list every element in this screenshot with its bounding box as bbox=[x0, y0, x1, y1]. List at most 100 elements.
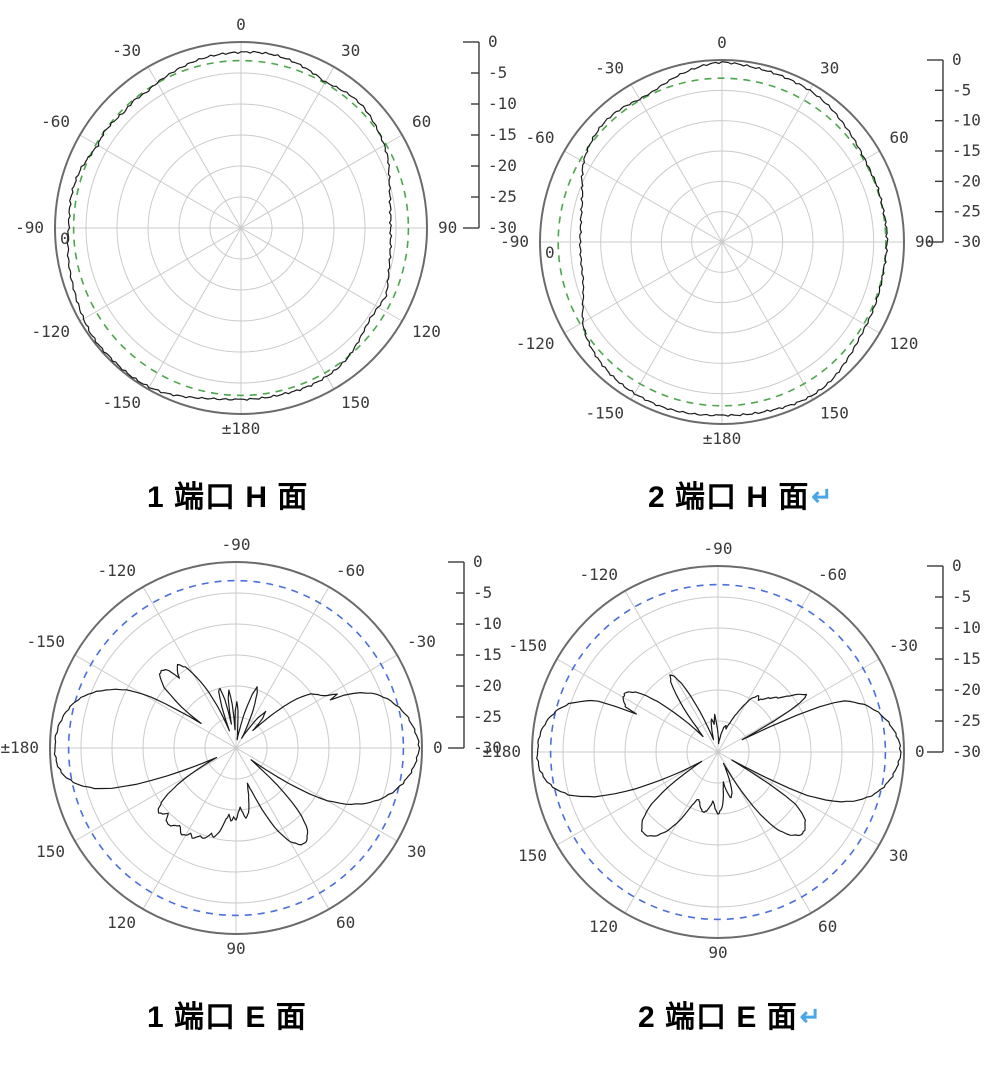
scale-tick-label: -5 bbox=[488, 63, 507, 82]
caption-port1-h-plane: 1 端口 H 面 bbox=[147, 472, 310, 516]
caption-text: 1 端口 H 面 bbox=[147, 481, 309, 514]
scale-tick-label: -25 bbox=[473, 707, 502, 726]
caption-port2-e-plane: 2 端口 E 面↵ bbox=[638, 992, 822, 1036]
angle-tick-label: 0 bbox=[433, 738, 443, 757]
caption-port1-e-plane: 1 端口 E 面 bbox=[147, 992, 309, 1036]
scale-tick-label: -15 bbox=[952, 141, 981, 160]
angle-tick-label: ±180 bbox=[482, 742, 521, 761]
angle-tick-label: 120 bbox=[589, 917, 618, 936]
radial-scale-bar: 0 -5 -10 -15 -20 -25 -30 bbox=[927, 556, 981, 761]
scale-tick-label: -10 bbox=[473, 614, 502, 633]
angle-tick-label: -30 bbox=[595, 58, 624, 77]
angle-tick-label: 30 bbox=[341, 41, 360, 60]
angle-tick-label: 150 bbox=[36, 842, 65, 861]
scale-tick-label: 0 bbox=[952, 556, 962, 575]
scale-tick-label: -30 bbox=[488, 218, 517, 237]
outer-ring bbox=[539, 59, 905, 425]
angle-tick-label: -60 bbox=[818, 565, 847, 584]
angle-tick-label: -120 bbox=[579, 565, 618, 584]
caption-text: 2 端口 H 面 bbox=[648, 481, 810, 514]
angle-tick-label: 30 bbox=[889, 846, 908, 865]
angle-tick-label: 90 bbox=[226, 939, 245, 958]
scale-tick-label: -30 bbox=[473, 738, 502, 757]
angle-tick-label: -150 bbox=[102, 393, 141, 412]
measured-curve bbox=[536, 674, 902, 837]
polar-grid bbox=[50, 562, 422, 934]
reference-circle-dashed bbox=[549, 583, 887, 921]
measured-curve bbox=[66, 50, 393, 401]
scale-tick-label: -10 bbox=[952, 111, 981, 130]
angle-tick-label: -150 bbox=[585, 404, 624, 423]
angle-tick-label: -30 bbox=[889, 636, 918, 655]
angle-labels: 0 30 60 90 120 150 ±180 -150 -120 -90 -60 -30 bbox=[0, 535, 442, 958]
port2-h-plane: 0 30 60 90 120 150 ±180 -150 -120 -90 -60 -30 0 0 -5 -1… bbox=[500, 33, 981, 448]
radial-scale-bar: 0 -5 -10 -15 -20 -25 -30 bbox=[927, 50, 981, 251]
angle-tick-label: -120 bbox=[516, 334, 555, 353]
radial-zero-label: 0 bbox=[545, 243, 555, 262]
angle-tick-label: -30 bbox=[407, 632, 436, 651]
angle-tick-label: 0 bbox=[915, 742, 925, 761]
angle-tick-label: -90 bbox=[500, 232, 529, 251]
measured-curve bbox=[53, 663, 421, 846]
polar-grid bbox=[532, 566, 904, 938]
angle-tick-label: 120 bbox=[107, 913, 136, 932]
outer-ring bbox=[49, 561, 423, 935]
scale-tick-label: -10 bbox=[488, 94, 517, 113]
angle-tick-label: ±180 bbox=[0, 738, 39, 757]
angle-labels: 0 30 60 90 120 150 ±180 -150 -120 -90 -60 -30 bbox=[482, 539, 924, 962]
scale-tick-label: 0 bbox=[473, 552, 483, 571]
scale-tick-label: -20 bbox=[952, 171, 981, 190]
caption-text: 1 端口 E 面 bbox=[147, 1001, 307, 1034]
angle-labels: 0 30 60 90 120 150 ±180 -150 -120 -90 -60 -30 bbox=[500, 33, 934, 448]
port2-e-plane: 0 30 60 90 120 150 ±180 -150 -120 -90 -60 -30 0 -5 -10… bbox=[482, 539, 980, 962]
caption-port2-h-plane: 2 端口 H 面↵ bbox=[648, 472, 833, 516]
angle-tick-label: 120 bbox=[890, 334, 919, 353]
angle-tick-label: -60 bbox=[526, 128, 555, 147]
angle-tick-label: 60 bbox=[412, 112, 431, 131]
angle-tick-label: -150 bbox=[26, 632, 65, 651]
reference-circle-dashed bbox=[72, 59, 410, 397]
angle-tick-label: 150 bbox=[518, 846, 547, 865]
angle-tick-label: -90 bbox=[704, 539, 733, 558]
angle-tick-label: 90 bbox=[708, 943, 727, 962]
reference-circle-dashed bbox=[67, 579, 405, 917]
angle-tick-label: 60 bbox=[818, 917, 837, 936]
angle-tick-label: -30 bbox=[112, 41, 141, 60]
polar-grid bbox=[55, 42, 427, 414]
angle-tick-label: 90 bbox=[438, 218, 457, 237]
angle-tick-label: 0 bbox=[236, 15, 246, 34]
angle-tick-label: 120 bbox=[412, 322, 441, 341]
scale-tick-label: -20 bbox=[488, 156, 517, 175]
port1-e-plane: 0 30 60 90 120 150 ±180 -150 -120 -90 -60 -30 0 -5 -10… bbox=[0, 535, 501, 958]
angle-tick-label: 60 bbox=[890, 128, 909, 147]
polar-grid bbox=[540, 60, 904, 424]
scale-tick-label: -10 bbox=[952, 618, 981, 637]
scale-tick-label: -25 bbox=[952, 711, 981, 730]
angle-tick-label: -60 bbox=[336, 561, 365, 580]
reference-circle-dashed bbox=[557, 77, 887, 407]
scale-tick-label: -15 bbox=[952, 649, 981, 668]
port1-h-plane: 0 30 60 90 120 150 ±180 -150 -120 -90 -60 -30 0 0 -5 -1… bbox=[15, 15, 517, 438]
scale-tick-label: -5 bbox=[473, 583, 492, 602]
measured-curve bbox=[578, 61, 889, 417]
angle-tick-label: 60 bbox=[336, 913, 355, 932]
scale-tick-label: -5 bbox=[952, 80, 971, 99]
angle-tick-label: -60 bbox=[41, 112, 70, 131]
radial-scale-bar: 0 -5 -10 -15 -20 -25 -30 bbox=[448, 552, 502, 757]
angle-tick-label: 150 bbox=[341, 393, 370, 412]
scale-tick-label: 0 bbox=[952, 50, 962, 69]
angle-tick-label: -90 bbox=[222, 535, 251, 554]
angle-tick-label: 30 bbox=[820, 58, 839, 77]
angle-tick-label: -90 bbox=[15, 218, 44, 237]
scale-tick-label: -30 bbox=[952, 232, 981, 251]
outer-ring bbox=[54, 41, 428, 415]
scale-tick-label: -20 bbox=[473, 676, 502, 695]
scale-tick-label: -15 bbox=[473, 645, 502, 664]
scale-tick-label: 0 bbox=[488, 32, 498, 51]
angle-tick-label: ±180 bbox=[703, 429, 742, 448]
scale-tick-label: -30 bbox=[952, 742, 981, 761]
angle-tick-label: ±180 bbox=[222, 419, 261, 438]
caption-text: 2 端口 E 面 bbox=[638, 1001, 798, 1034]
